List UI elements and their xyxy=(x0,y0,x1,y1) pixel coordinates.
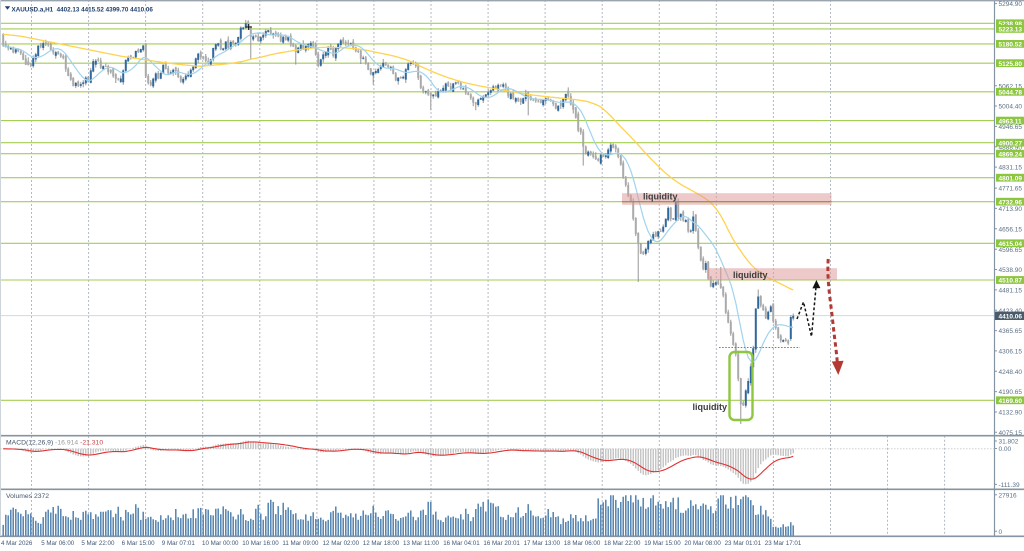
svg-text:liquidity: liquidity xyxy=(643,192,678,202)
svg-text:4538.90: 4538.90 xyxy=(999,267,1023,274)
svg-text:4900.27: 4900.27 xyxy=(999,140,1023,147)
svg-text:4306.15: 4306.15 xyxy=(999,349,1023,356)
svg-text:4481.15: 4481.15 xyxy=(999,288,1023,295)
svg-text:4888.90: 4888.90 xyxy=(999,144,1023,151)
svg-text:13 Mar 11:00: 13 Mar 11:00 xyxy=(403,540,440,547)
svg-text:4510.87: 4510.87 xyxy=(999,278,1023,285)
svg-text:5238.98: 5238.98 xyxy=(999,21,1023,28)
svg-text:5044.78: 5044.78 xyxy=(999,90,1023,97)
svg-text:5294.90: 5294.90 xyxy=(999,1,1023,8)
svg-text:23 Mar 01:01: 23 Mar 01:01 xyxy=(725,540,762,547)
svg-text:0: 0 xyxy=(999,529,1003,536)
svg-text:11 Mar 09:00: 11 Mar 09:00 xyxy=(282,540,319,547)
svg-text:5 Mar 06:00: 5 Mar 06:00 xyxy=(41,540,75,547)
svg-text:4946.65: 4946.65 xyxy=(999,124,1023,131)
svg-text:4410.06: 4410.06 xyxy=(999,313,1023,320)
svg-text:6 Mar 15:00: 6 Mar 15:00 xyxy=(122,540,156,547)
svg-text:4 Mar 2026: 4 Mar 2026 xyxy=(1,540,33,547)
svg-text:XAUUSD.a,H1 4402.13 4415.52 4: XAUUSD.a,H1 4402.13 4415.52 4399.70 4410… xyxy=(12,7,154,14)
svg-text:4248.40: 4248.40 xyxy=(999,369,1023,376)
svg-text:27916: 27916 xyxy=(999,492,1017,499)
svg-text:5 Mar 22:00: 5 Mar 22:00 xyxy=(81,540,115,547)
svg-text:4771.65: 4771.65 xyxy=(999,186,1023,193)
svg-text:20 Mar 08:00: 20 Mar 08:00 xyxy=(684,540,721,547)
svg-text:10 Mar 00:00: 10 Mar 00:00 xyxy=(202,540,239,547)
svg-text:17 Mar 13:00: 17 Mar 13:00 xyxy=(524,540,561,547)
svg-text:5062.15: 5062.15 xyxy=(999,83,1023,90)
svg-text:4831.15: 4831.15 xyxy=(999,165,1023,172)
svg-text:4075.15: 4075.15 xyxy=(999,430,1023,437)
svg-text:5125.80: 5125.80 xyxy=(999,61,1023,68)
svg-text:4365.65: 4365.65 xyxy=(999,328,1023,335)
svg-text:4713.90: 4713.90 xyxy=(999,206,1023,213)
svg-text:18 Mar 22:00: 18 Mar 22:00 xyxy=(604,540,641,547)
svg-text:12 Mar 02:00: 12 Mar 02:00 xyxy=(323,540,360,547)
svg-text:4132.90: 4132.90 xyxy=(999,410,1023,417)
svg-text:4869.24: 4869.24 xyxy=(999,151,1023,158)
svg-text:18 Mar 06:00: 18 Mar 06:00 xyxy=(564,540,601,547)
svg-text:4615.04: 4615.04 xyxy=(999,241,1023,248)
svg-text:5004.40: 5004.40 xyxy=(999,104,1023,111)
svg-text:liquidity: liquidity xyxy=(733,270,768,280)
svg-text:23 Mar 17:01: 23 Mar 17:01 xyxy=(765,540,802,547)
svg-text:MACD(12,26,9) -16.914 -21.310: MACD(12,26,9) -16.914 -21.310 xyxy=(6,440,103,447)
svg-text:5223.13: 5223.13 xyxy=(999,27,1023,34)
svg-text:0.00: 0.00 xyxy=(999,446,1012,453)
svg-text:10 Mar 16:00: 10 Mar 16:00 xyxy=(242,540,279,547)
svg-text:liquidity: liquidity xyxy=(693,402,728,412)
svg-text:4656.15: 4656.15 xyxy=(999,226,1023,233)
svg-text:4596.65: 4596.65 xyxy=(999,247,1023,254)
svg-text:4190.65: 4190.65 xyxy=(999,389,1023,396)
svg-text:16 Mar 04:01: 16 Mar 04:01 xyxy=(443,540,480,547)
svg-text:12 Mar 18:00: 12 Mar 18:00 xyxy=(363,540,400,547)
svg-text:4423.40: 4423.40 xyxy=(999,308,1023,315)
svg-text:4732.96: 4732.96 xyxy=(999,199,1023,206)
svg-text:5180.52: 5180.52 xyxy=(999,42,1023,49)
svg-text:4169.60: 4169.60 xyxy=(999,398,1023,405)
svg-text:31.802: 31.802 xyxy=(999,439,1019,446)
svg-text:4963.11: 4963.11 xyxy=(999,118,1023,125)
svg-text:16 Mar 20:01: 16 Mar 20:01 xyxy=(483,540,520,547)
svg-text:Volumes 2372: Volumes 2372 xyxy=(6,493,49,500)
svg-text:9 Mar 07:01: 9 Mar 07:01 xyxy=(162,540,196,547)
svg-text:4801.09: 4801.09 xyxy=(999,175,1023,182)
svg-text:-111.39: -111.39 xyxy=(999,482,1020,489)
svg-text:19 Mar 15:00: 19 Mar 15:00 xyxy=(644,540,681,547)
